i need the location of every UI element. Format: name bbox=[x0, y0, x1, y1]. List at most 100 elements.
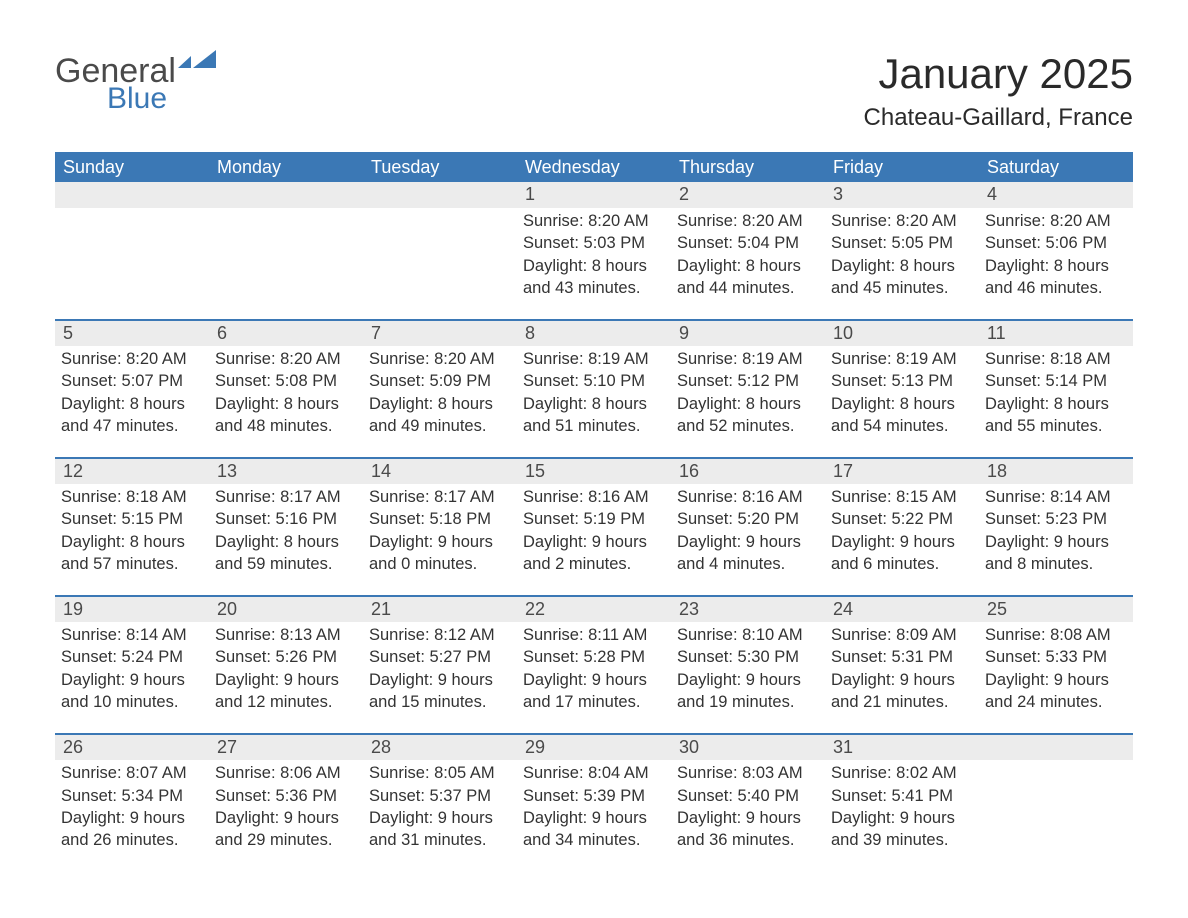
daylight-line: Daylight: 9 hours and 10 minutes. bbox=[61, 671, 185, 711]
daylight-line: Daylight: 8 hours and 57 minutes. bbox=[61, 533, 185, 573]
calendar-day-number-cell: 3 bbox=[825, 182, 979, 208]
sunrise-line: Sunrise: 8:04 AM bbox=[523, 764, 649, 782]
calendar-day-number-cell: 12 bbox=[55, 458, 209, 484]
calendar-day-cell: Sunrise: 8:18 AMSunset: 5:14 PMDaylight:… bbox=[979, 346, 1133, 458]
daylight-line: Daylight: 9 hours and 24 minutes. bbox=[985, 671, 1109, 711]
calendar-day-header: Sunday bbox=[55, 152, 209, 182]
calendar-day-number-cell: 17 bbox=[825, 458, 979, 484]
calendar-day-number-cell: 30 bbox=[671, 734, 825, 760]
calendar-day-details: Sunrise: 8:20 AMSunset: 5:06 PMDaylight:… bbox=[985, 208, 1127, 299]
calendar-day-number-cell: 22 bbox=[517, 596, 671, 622]
sunrise-line: Sunrise: 8:19 AM bbox=[677, 350, 803, 368]
calendar-day-cell bbox=[55, 208, 209, 320]
calendar-week-daynum-row: 262728293031 bbox=[55, 734, 1133, 760]
logo-flag-icon bbox=[178, 50, 224, 86]
sunset-line: Sunset: 5:27 PM bbox=[369, 648, 491, 666]
sunrise-line: Sunrise: 8:14 AM bbox=[61, 626, 187, 644]
calendar-day-cell: Sunrise: 8:06 AMSunset: 5:36 PMDaylight:… bbox=[209, 760, 363, 871]
calendar-day-details: Sunrise: 8:20 AMSunset: 5:04 PMDaylight:… bbox=[677, 208, 819, 299]
sunset-line: Sunset: 5:41 PM bbox=[831, 787, 953, 805]
calendar-table: SundayMondayTuesdayWednesdayThursdayFrid… bbox=[55, 152, 1133, 871]
calendar-day-number-cell: 16 bbox=[671, 458, 825, 484]
calendar-day-cell: Sunrise: 8:16 AMSunset: 5:20 PMDaylight:… bbox=[671, 484, 825, 596]
sunset-line: Sunset: 5:08 PM bbox=[215, 372, 337, 390]
logo: General Blue bbox=[55, 50, 224, 114]
location-subtitle: Chateau-Gaillard, France bbox=[864, 104, 1133, 132]
sunset-line: Sunset: 5:13 PM bbox=[831, 372, 953, 390]
sunset-line: Sunset: 5:09 PM bbox=[369, 372, 491, 390]
sunset-line: Sunset: 5:06 PM bbox=[985, 234, 1107, 252]
daylight-line: Daylight: 9 hours and 15 minutes. bbox=[369, 671, 493, 711]
sunset-line: Sunset: 5:40 PM bbox=[677, 787, 799, 805]
sunrise-line: Sunrise: 8:20 AM bbox=[215, 350, 341, 368]
sunset-line: Sunset: 5:18 PM bbox=[369, 510, 491, 528]
sunset-line: Sunset: 5:26 PM bbox=[215, 648, 337, 666]
sunset-line: Sunset: 5:16 PM bbox=[215, 510, 337, 528]
daylight-line: Daylight: 9 hours and 34 minutes. bbox=[523, 809, 647, 849]
daylight-line: Daylight: 8 hours and 43 minutes. bbox=[523, 257, 647, 297]
calendar-day-details: Sunrise: 8:10 AMSunset: 5:30 PMDaylight:… bbox=[677, 622, 819, 713]
sunset-line: Sunset: 5:23 PM bbox=[985, 510, 1107, 528]
calendar-day-number-cell bbox=[55, 182, 209, 208]
sunset-line: Sunset: 5:20 PM bbox=[677, 510, 799, 528]
calendar-day-cell: Sunrise: 8:19 AMSunset: 5:12 PMDaylight:… bbox=[671, 346, 825, 458]
calendar-day-cell: Sunrise: 8:20 AM Sunset: 5:08 PM Daylight:… bbox=[209, 346, 363, 458]
calendar-day-details: Sunrise: 8:16 AMSunset: 5:19 PMDaylight:… bbox=[523, 484, 665, 575]
calendar-week-daynum-row: 1234 bbox=[55, 182, 1133, 208]
calendar-day-details: Sunrise: 8:17 AMSunset: 5:18 PMDaylight:… bbox=[369, 484, 511, 575]
calendar-day-cell: Sunrise: 8:09 AMSunset: 5:31 PMDaylight:… bbox=[825, 622, 979, 734]
sunrise-line: Sunrise: 8:12 AM bbox=[369, 626, 495, 644]
calendar-day-number-cell: 4 bbox=[979, 182, 1133, 208]
sunrise-line: Sunrise: 8:03 AM bbox=[677, 764, 803, 782]
sunset-line: Sunset: 5:33 PM bbox=[985, 648, 1107, 666]
daylight-line: Daylight: 9 hours and 21 minutes. bbox=[831, 671, 955, 711]
calendar-day-header: Saturday bbox=[979, 152, 1133, 182]
logo-accent: Blue bbox=[107, 84, 176, 114]
calendar-day-cell: Sunrise: 8:17 AMSunset: 5:16 PMDaylight:… bbox=[209, 484, 363, 596]
calendar-day-number-cell: 7 bbox=[363, 320, 517, 346]
calendar-day-cell: Sunrise: 8:18 AMSunset: 5:15 PMDaylight:… bbox=[55, 484, 209, 596]
calendar-day-details: Sunrise: 8:06 AMSunset: 5:36 PMDaylight:… bbox=[215, 760, 357, 851]
calendar-day-cell: Sunrise: 8:03 AMSunset: 5:40 PMDaylight:… bbox=[671, 760, 825, 871]
calendar-day-cell: Sunrise: 8:10 AMSunset: 5:30 PMDaylight:… bbox=[671, 622, 825, 734]
calendar-day-details: Sunrise: 8:19 AMSunset: 5:10 PMDaylight:… bbox=[523, 346, 665, 437]
calendar-day-details: Sunrise: 8:13 AMSunset: 5:26 PMDaylight:… bbox=[215, 622, 357, 713]
sunrise-line: Sunrise: 8:17 AM bbox=[215, 488, 341, 506]
daylight-line: Daylight: 9 hours and 8 minutes. bbox=[985, 533, 1109, 573]
calendar-day-number-cell: 23 bbox=[671, 596, 825, 622]
calendar-day-cell: Sunrise: 8:02 AMSunset: 5:41 PMDaylight:… bbox=[825, 760, 979, 871]
sunrise-line: Sunrise: 8:02 AM bbox=[831, 764, 957, 782]
calendar-day-details: Sunrise: 8:20 AMSunset: 5:09 PMDaylight:… bbox=[369, 346, 511, 437]
calendar-day-number-cell: 9 bbox=[671, 320, 825, 346]
daylight-line: Daylight: 8 hours and 51 minutes. bbox=[523, 395, 647, 435]
calendar-day-details: Sunrise: 8:18 AMSunset: 5:15 PMDaylight:… bbox=[61, 484, 203, 575]
calendar-day-cell: Sunrise: 8:08 AMSunset: 5:33 PMDaylight:… bbox=[979, 622, 1133, 734]
sunset-line: Sunset: 5:31 PM bbox=[831, 648, 953, 666]
calendar-day-details: Sunrise: 8:12 AM Sunset: 5:27 PM Daylight:… bbox=[369, 622, 511, 713]
calendar-day-cell: Sunrise: 8:20 AMSunset: 5:03 PMDaylight:… bbox=[517, 208, 671, 320]
calendar-day-cell: Sunrise: 8:17 AMSunset: 5:18 PMDaylight:… bbox=[363, 484, 517, 596]
calendar-day-number-cell: 11 bbox=[979, 320, 1133, 346]
daylight-line: Daylight: 9 hours and 26 minutes. bbox=[61, 809, 185, 849]
sunset-line: Sunset: 5:05 PM bbox=[831, 234, 953, 252]
calendar-day-number-cell: 27 bbox=[209, 734, 363, 760]
calendar-day-details: Sunrise: 8:14 AMSunset: 5:24 PMDaylight:… bbox=[61, 622, 203, 713]
calendar-day-details: Sunrise: 8:15 AMSunset: 5:22 PMDaylight:… bbox=[831, 484, 973, 575]
calendar-day-number-cell: 13 bbox=[209, 458, 363, 484]
calendar-day-cell: Sunrise: 8:16 AMSunset: 5:19 PMDaylight:… bbox=[517, 484, 671, 596]
sunrise-line: Sunrise: 8:07 AM bbox=[61, 764, 187, 782]
calendar-day-number-cell: 25 bbox=[979, 596, 1133, 622]
sunset-line: Sunset: 5:22 PM bbox=[831, 510, 953, 528]
sunrise-line: Sunrise: 8:10 AM bbox=[677, 626, 803, 644]
calendar-day-number-cell: 14 bbox=[363, 458, 517, 484]
calendar-day-header: Thursday bbox=[671, 152, 825, 182]
calendar-day-number-cell: 26 bbox=[55, 734, 209, 760]
sunset-line: Sunset: 5:37 PM bbox=[369, 787, 491, 805]
calendar-day-cell: Sunrise: 8:04 AMSunset: 5:39 PMDaylight:… bbox=[517, 760, 671, 871]
daylight-line: Daylight: 8 hours and 48 minutes. bbox=[215, 395, 339, 435]
calendar-week-body-row: Sunrise: 8:14 AMSunset: 5:24 PMDaylight:… bbox=[55, 622, 1133, 734]
sunset-line: Sunset: 5:07 PM bbox=[61, 372, 183, 390]
calendar-day-details: Sunrise: 8:20 AMSunset: 5:07 PMDaylight:… bbox=[61, 346, 203, 437]
header: General Blue January 2025 Chateau-Gailla… bbox=[55, 50, 1133, 132]
calendar-day-details: Sunrise: 8:16 AMSunset: 5:20 PMDaylight:… bbox=[677, 484, 819, 575]
